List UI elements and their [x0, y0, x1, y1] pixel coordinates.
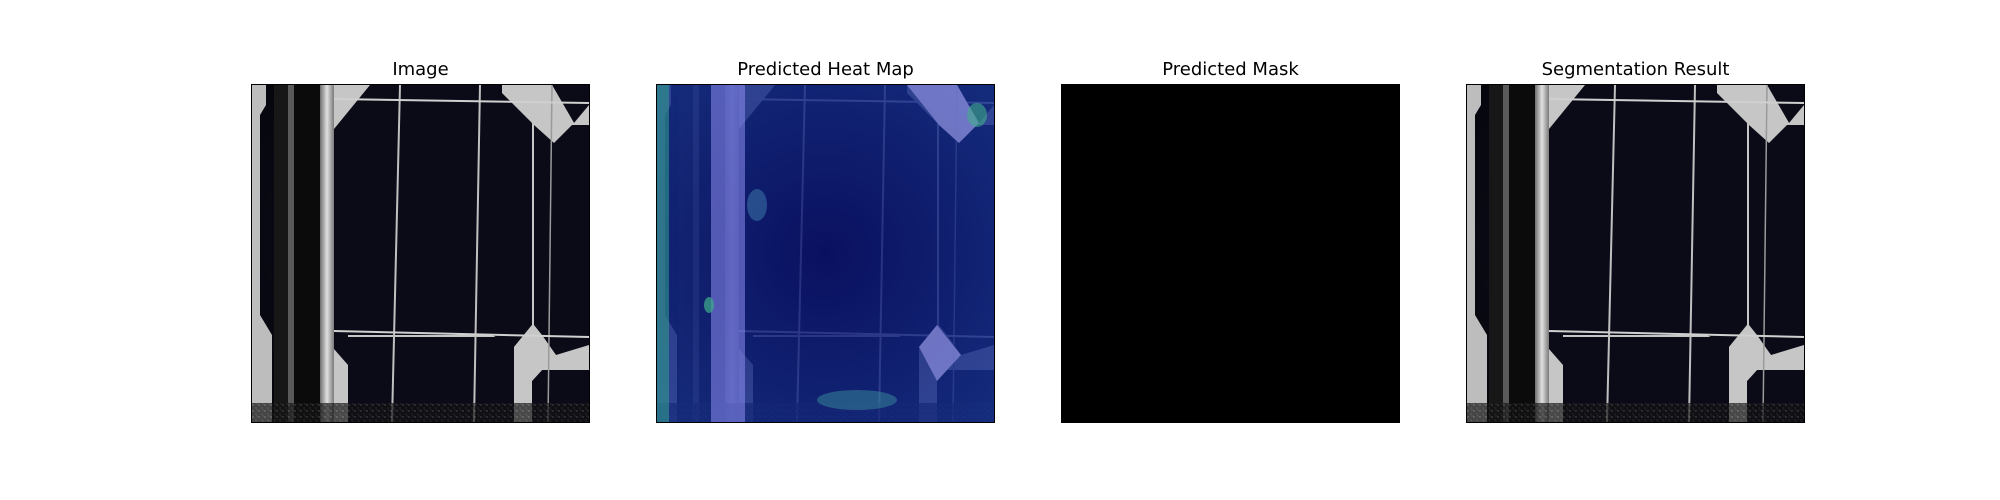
- panel-title: Predicted Heat Map: [737, 59, 914, 80]
- panel-mask: Predicted Mask: [1061, 0, 1400, 500]
- mask-image: [1061, 84, 1400, 423]
- segmentation-image: [1466, 84, 1805, 423]
- heatmap-image: [656, 84, 995, 423]
- panel-heatmap: Predicted Heat Map: [656, 0, 995, 500]
- input-image: [251, 84, 590, 423]
- panel-title: Predicted Mask: [1162, 59, 1299, 80]
- panel-segmentation: Segmentation Result: [1466, 0, 1805, 500]
- panel-title: Segmentation Result: [1541, 59, 1730, 80]
- panel-image: Image: [251, 0, 590, 500]
- panel-title: Image: [392, 59, 449, 80]
